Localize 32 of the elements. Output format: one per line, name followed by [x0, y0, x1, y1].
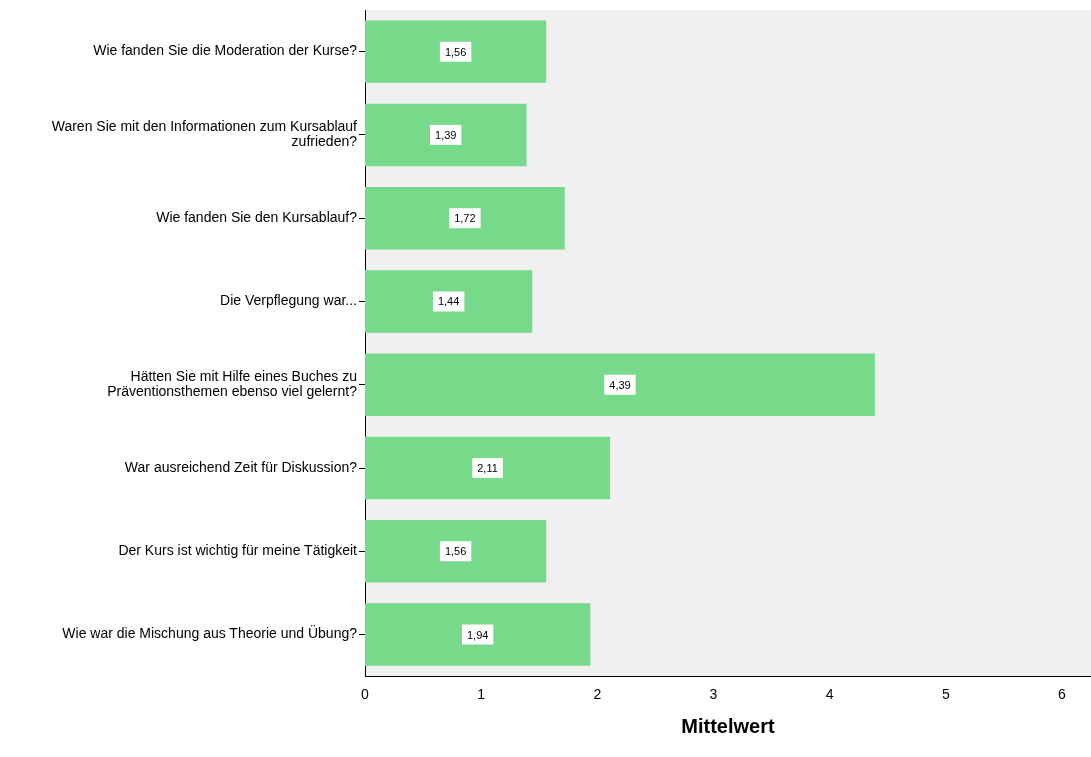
bar: [365, 520, 547, 583]
x-tick-label: 3: [709, 686, 718, 703]
data-label: 1,56: [444, 45, 467, 58]
data-label: 1,44: [437, 295, 460, 308]
bar: [365, 103, 527, 167]
data-label: 1,56: [444, 545, 467, 558]
x-tick-label: 4: [825, 686, 834, 703]
bar: [365, 603, 591, 666]
y-tick-label: Wie war die Mischung aus Theorie und Übung?: [62, 624, 358, 642]
data-label: 1,39: [435, 128, 457, 141]
y-tick-label: Wie fanden Sie die Moderation der Kurse?: [93, 42, 358, 59]
x-tick-label: 0: [361, 686, 370, 703]
x-tick-label: 6: [1058, 686, 1067, 703]
y-tick-label: Die Verpflegung war...: [220, 292, 357, 309]
bar: [365, 353, 875, 416]
data-label: 1,72: [454, 212, 476, 225]
y-tick-label: Waren Sie mit den Informationen zum Kursablauf zufrieden?: [51, 118, 358, 150]
y-tick-label: Wie fanden Sie den Kursablauf?: [156, 209, 358, 226]
x-tick-label: 2: [593, 686, 602, 703]
bar: [365, 186, 565, 250]
x-axis-title: Mittelwert: [681, 714, 776, 737]
x-tick-label: 1: [477, 686, 486, 703]
bar: [365, 20, 547, 83]
x-tick-label: 5: [941, 686, 950, 703]
bar: [365, 270, 533, 333]
data-label: 2,11: [477, 462, 498, 475]
data-label: 1,94: [466, 628, 489, 641]
y-tick-label: War ausreichend Zeit für Diskussion?: [124, 458, 358, 475]
y-tick-label: Hätten Sie mit Hilfe eines Buches zu Präventionsthemen ebenso viel gelernt?: [107, 368, 358, 399]
bar: [365, 436, 611, 500]
y-tick-label: Der Kurs ist wichtig für meine Tätigkeit: [118, 542, 358, 559]
data-label: 4,39: [609, 378, 631, 391]
